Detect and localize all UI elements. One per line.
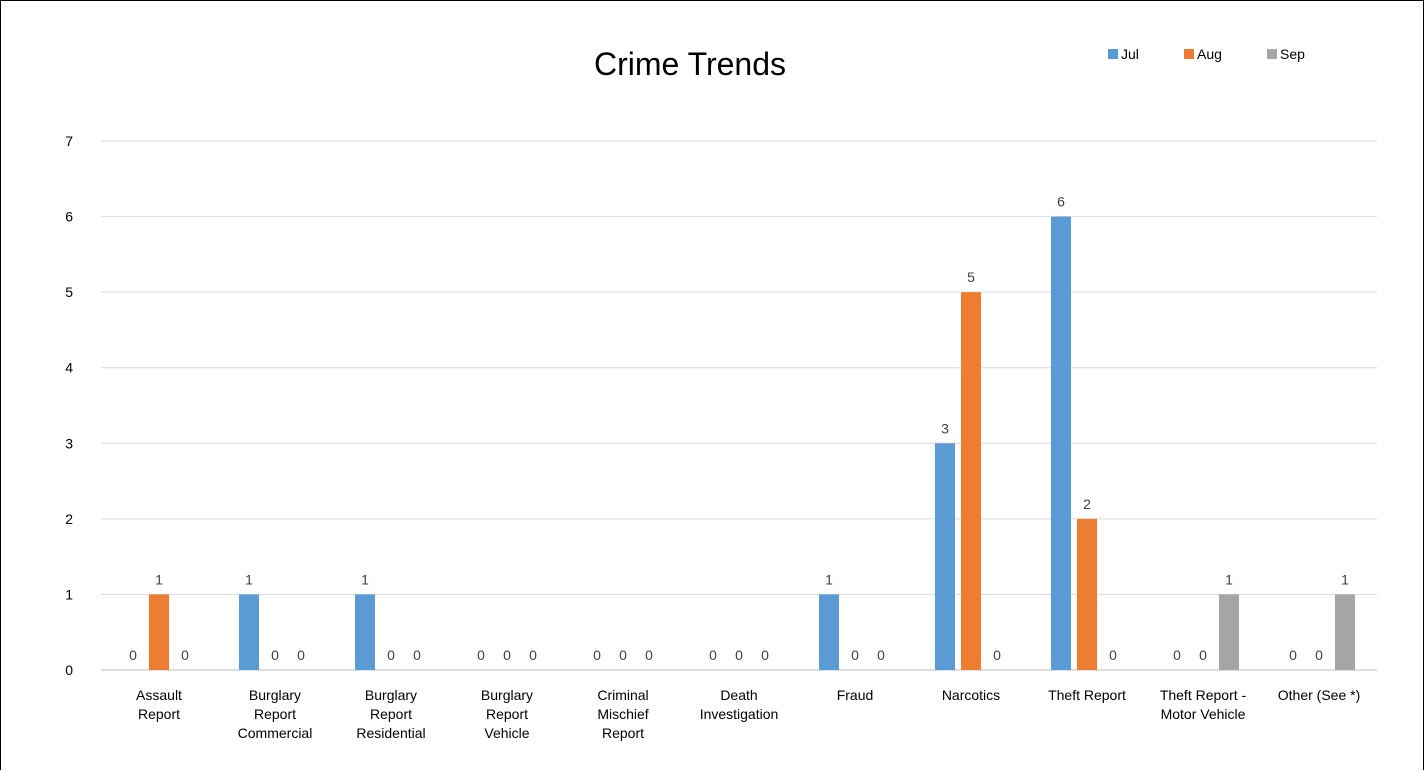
chart-legend: Jul Aug Sep: [1108, 46, 1305, 62]
chart-title: Crime Trends: [594, 46, 786, 82]
x-category-label: Burglary Report Commercial: [238, 687, 313, 741]
y-axis: 0 1 2 3 4 5 6 7: [65, 133, 73, 678]
legend-swatch-sep: [1267, 49, 1277, 59]
legend-label-sep: Sep: [1280, 46, 1305, 62]
y-tick-label: 5: [65, 284, 73, 300]
data-label-aug-theft-report: 2: [1083, 496, 1091, 512]
x-category-label: Burglary Report Vehicle: [481, 687, 533, 741]
data-label-aug-death-investigation: 0: [735, 647, 743, 663]
data-label-jul-fraud: 1: [825, 571, 833, 587]
data-label-aug-other-see: 0: [1315, 647, 1323, 663]
data-label-sep-burglary-report-residential: 0: [413, 647, 421, 663]
bar-jul-fraud: [819, 594, 839, 670]
data-label-jul-assault-report: 0: [129, 647, 137, 663]
data-label-sep-theft-report-motor-vehicle: 1: [1225, 571, 1233, 587]
bar-sep-other-see: [1335, 594, 1355, 670]
x-category-label: Theft Report: [1048, 687, 1126, 703]
data-label-sep-burglary-report-vehicle: 0: [529, 647, 537, 663]
legend-swatch-jul: [1108, 49, 1118, 59]
data-label-jul-other-see: 0: [1289, 647, 1297, 663]
y-tick-label: 0: [65, 662, 73, 678]
x-category-label: Narcotics: [942, 687, 1000, 703]
bar-jul-burglary-report-residential: [355, 594, 375, 670]
data-label-sep-other-see: 1: [1341, 571, 1349, 587]
bar-aug-assault-report: [149, 594, 169, 670]
x-category-label: Fraud: [837, 687, 874, 703]
data-label-sep-death-investigation: 0: [761, 647, 769, 663]
data-label-jul-theft-report-motor-vehicle: 0: [1173, 647, 1181, 663]
x-category-label: Death Investigation: [700, 687, 779, 722]
data-label-aug-theft-report-motor-vehicle: 0: [1199, 647, 1207, 663]
y-tick-label: 7: [65, 133, 73, 149]
data-label-jul-theft-report: 6: [1057, 194, 1065, 210]
data-label-sep-criminal-mischief-report: 0: [645, 647, 653, 663]
data-label-jul-criminal-mischief-report: 0: [593, 647, 601, 663]
x-category-label: Criminal Mischief Report: [597, 687, 648, 741]
data-labels: 0 1 0 1 0 0 1 0 0 0 0 0 0 0 0 0 0 0 1 0 0 3 5 0 6 2 0 0 0 1 0 0 1: [129, 194, 1349, 663]
data-label-sep-fraud: 0: [877, 647, 885, 663]
data-label-aug-burglary-report-commercial: 0: [271, 647, 279, 663]
gridlines: [101, 140, 1377, 671]
legend-label-jul: Jul: [1121, 46, 1139, 62]
data-label-aug-narcotics: 5: [967, 269, 975, 285]
data-label-jul-death-investigation: 0: [709, 647, 717, 663]
data-label-aug-burglary-report-residential: 0: [387, 647, 395, 663]
data-label-aug-fraud: 0: [851, 647, 859, 663]
data-label-aug-assault-report: 1: [155, 571, 163, 587]
data-label-sep-assault-report: 0: [181, 647, 189, 663]
x-category-label: Burglary Report Residential: [356, 687, 425, 741]
bar-jul-theft-report: [1051, 216, 1071, 671]
x-category-label: Theft Report -Motor Vehicle: [1160, 687, 1247, 722]
bar-aug-theft-report: [1077, 518, 1097, 670]
x-category-label: Assault Report: [136, 687, 182, 722]
data-label-jul-burglary-report-vehicle: 0: [477, 647, 485, 663]
y-tick-label: 2: [65, 511, 73, 527]
x-axis: Assault Report Burglary Report Commercial Bur…: [136, 687, 1360, 741]
y-tick-label: 4: [65, 360, 73, 376]
legend-swatch-aug: [1184, 49, 1194, 59]
legend-label-aug: Aug: [1197, 46, 1222, 62]
data-label-aug-criminal-mischief-report: 0: [619, 647, 627, 663]
data-label-sep-theft-report: 0: [1109, 647, 1117, 663]
data-label-sep-narcotics: 0: [993, 647, 1001, 663]
y-tick-label: 3: [65, 435, 73, 451]
data-label-jul-narcotics: 3: [941, 420, 949, 436]
data-label-jul-burglary-report-residential: 1: [361, 571, 369, 587]
bar-jul-narcotics: [935, 443, 955, 670]
y-tick-label: 1: [65, 586, 73, 602]
bars: [149, 216, 1355, 671]
bar-jul-burglary-report-commercial: [239, 594, 259, 670]
data-label-sep-burglary-report-commercial: 0: [297, 647, 305, 663]
bar-aug-narcotics: [961, 292, 981, 670]
x-category-label: Other (See *): [1278, 687, 1360, 703]
y-tick-label: 6: [65, 209, 73, 225]
data-label-jul-burglary-report-commercial: 1: [245, 571, 253, 587]
bar-sep-theft-report-motor-vehicle: [1219, 594, 1239, 670]
data-label-aug-burglary-report-vehicle: 0: [503, 647, 511, 663]
